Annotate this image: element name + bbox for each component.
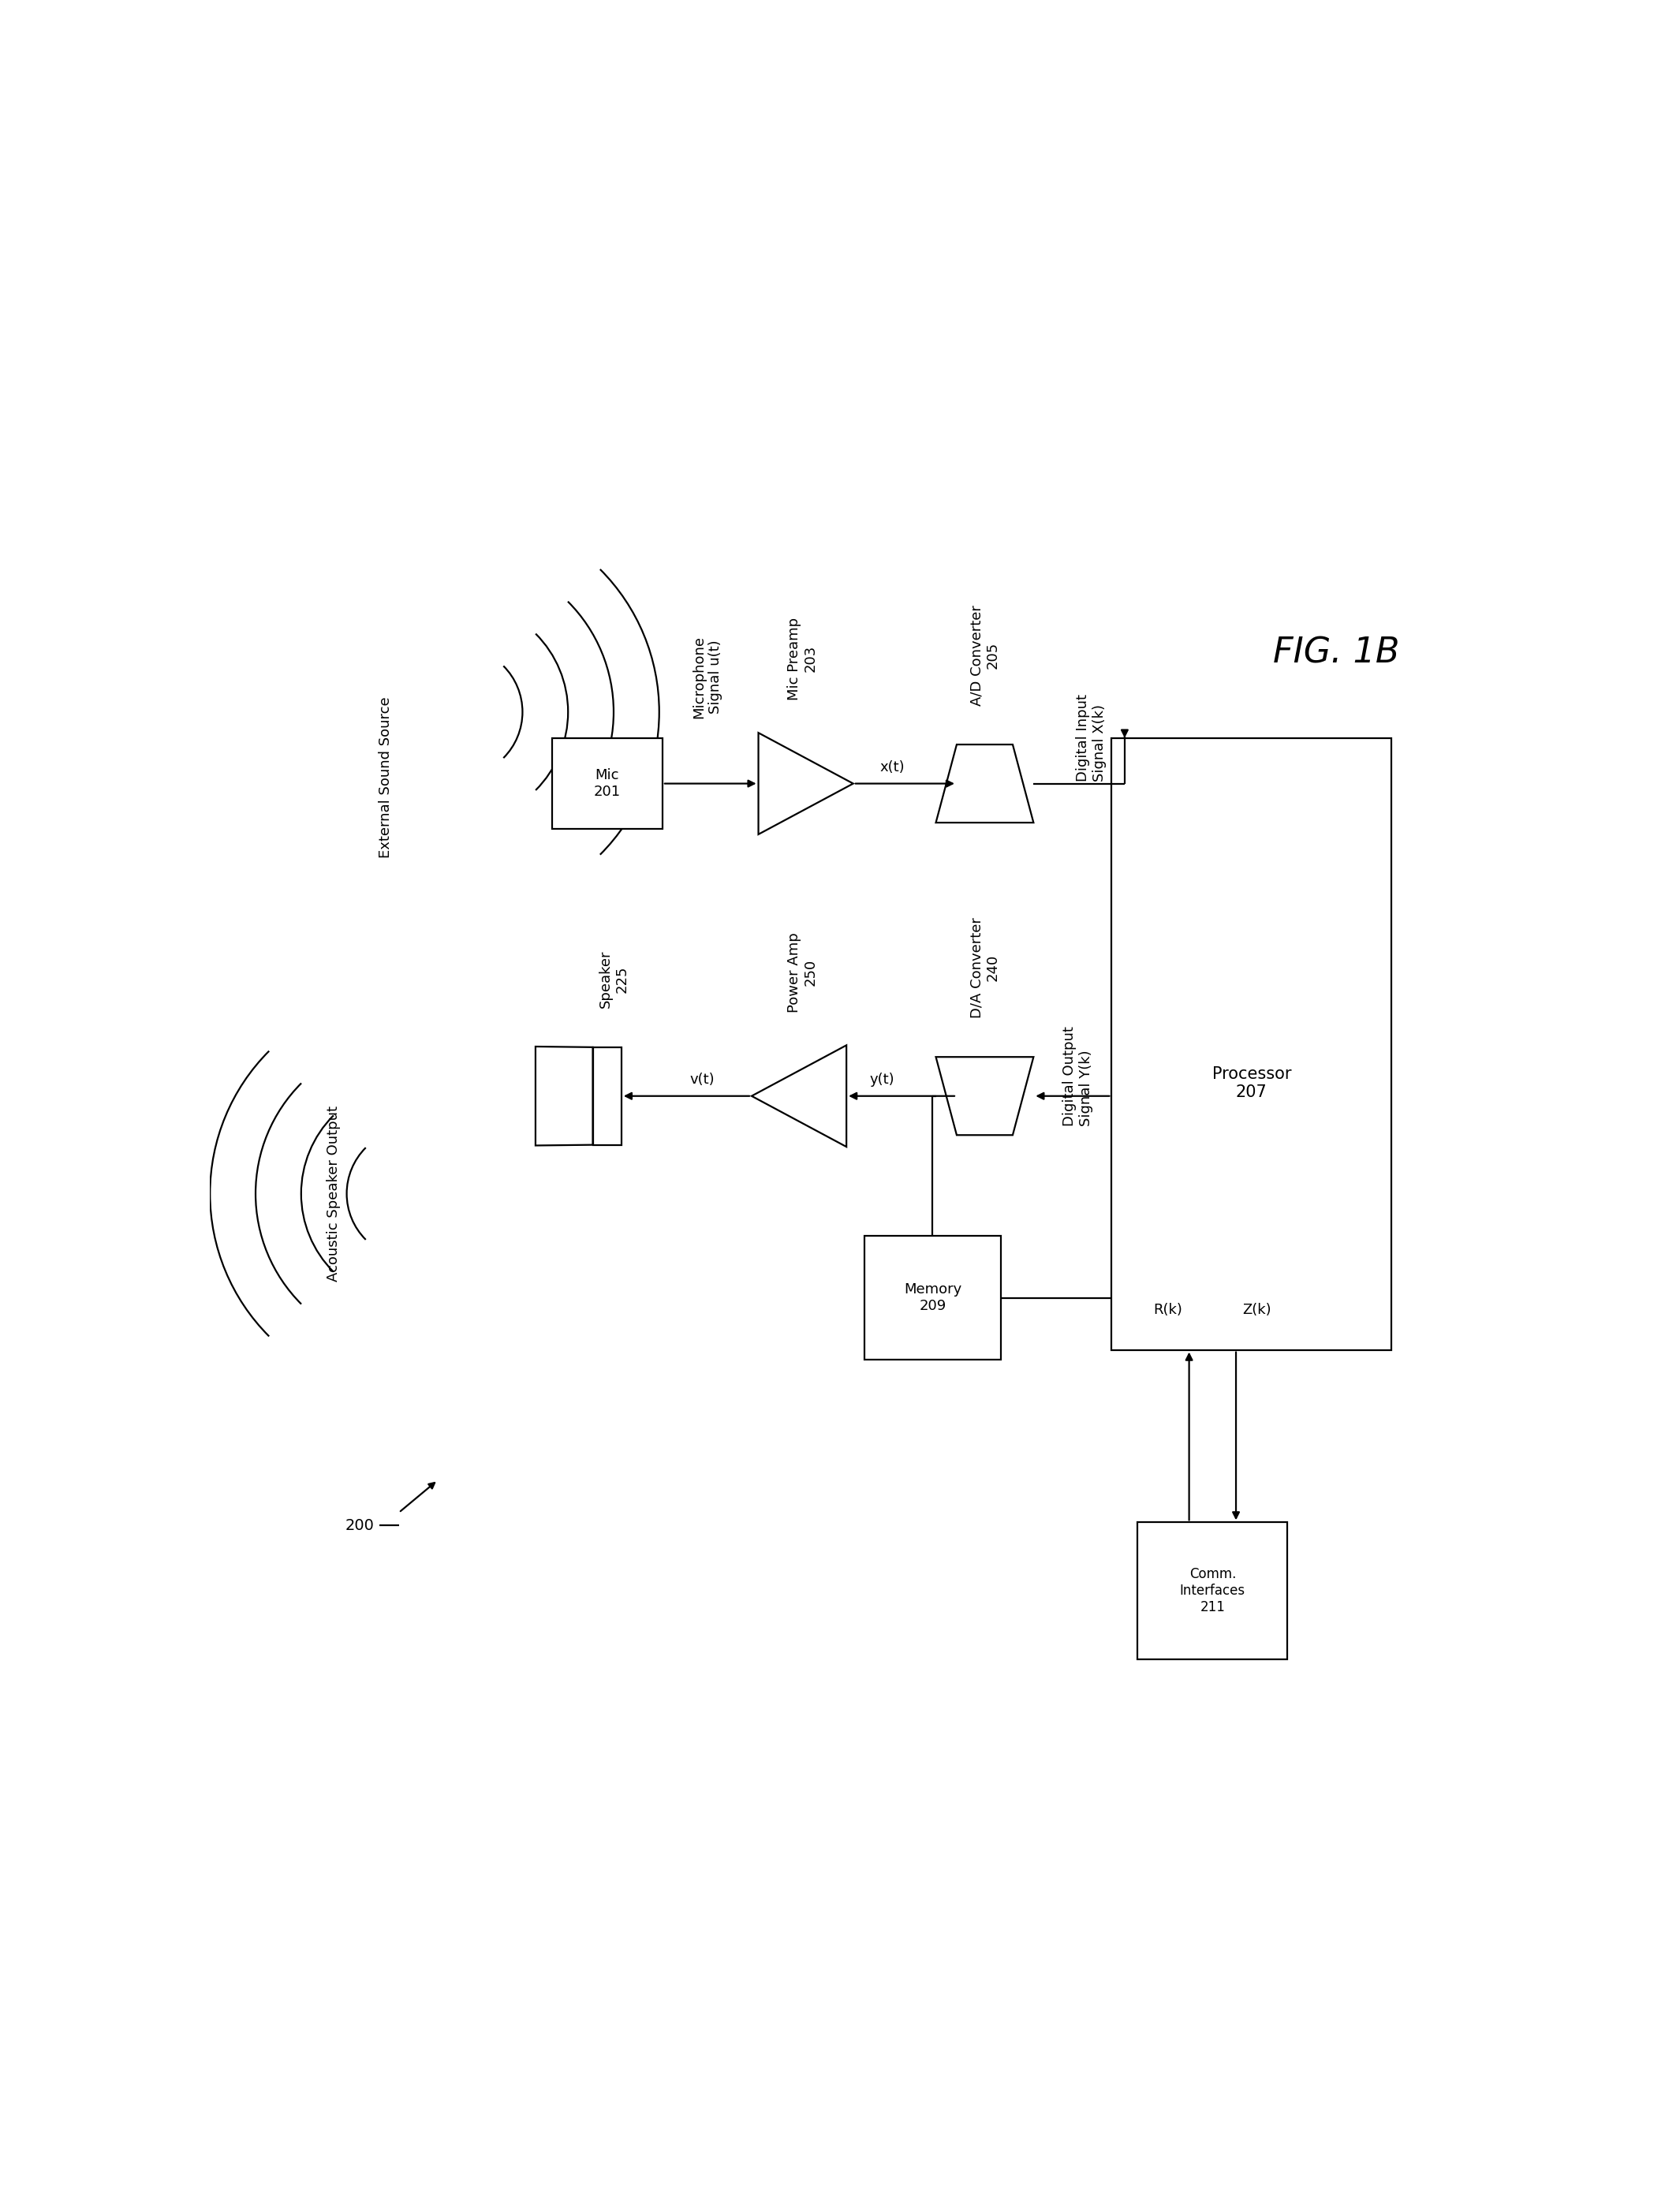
Text: Digital Input
Signal X(k): Digital Input Signal X(k) bbox=[1075, 694, 1107, 782]
FancyBboxPatch shape bbox=[864, 1237, 1001, 1361]
Text: Memory
209: Memory 209 bbox=[904, 1283, 961, 1312]
Text: v(t): v(t) bbox=[690, 1074, 714, 1087]
Text: Digital Output
Signal Y(k): Digital Output Signal Y(k) bbox=[1063, 1027, 1094, 1127]
Text: Microphone
Signal u(t): Microphone Signal u(t) bbox=[692, 636, 722, 718]
Text: Z(k): Z(k) bbox=[1243, 1303, 1272, 1317]
Text: D/A Converter
240: D/A Converter 240 bbox=[969, 917, 1000, 1018]
Text: R(k): R(k) bbox=[1154, 1303, 1183, 1317]
FancyBboxPatch shape bbox=[1137, 1522, 1287, 1659]
Text: Power Amp
250: Power Amp 250 bbox=[788, 932, 818, 1012]
Text: x(t): x(t) bbox=[880, 760, 906, 775]
Text: Comm.
Interfaces
211: Comm. Interfaces 211 bbox=[1179, 1566, 1245, 1615]
Text: Acoustic Speaker Output: Acoustic Speaker Output bbox=[326, 1107, 341, 1281]
FancyBboxPatch shape bbox=[551, 738, 662, 828]
Text: A/D Converter
205: A/D Converter 205 bbox=[969, 605, 1000, 705]
Text: y(t): y(t) bbox=[869, 1074, 894, 1087]
Text: FIG. 1B: FIG. 1B bbox=[1273, 636, 1399, 669]
Text: Mic Preamp
203: Mic Preamp 203 bbox=[788, 616, 818, 700]
Text: External Sound Source: External Sound Source bbox=[378, 696, 393, 857]
Text: 200: 200 bbox=[344, 1518, 375, 1533]
FancyBboxPatch shape bbox=[593, 1047, 622, 1144]
Text: Processor
207: Processor 207 bbox=[1211, 1067, 1292, 1100]
FancyBboxPatch shape bbox=[1112, 738, 1391, 1350]
Text: Speaker
225: Speaker 225 bbox=[598, 950, 628, 1007]
Text: Mic
201: Mic 201 bbox=[593, 769, 620, 800]
